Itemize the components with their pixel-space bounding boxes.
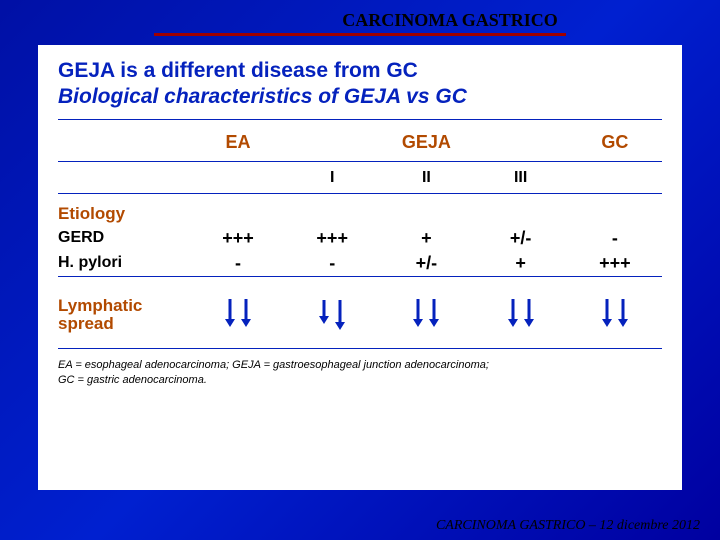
table-row: GERD +++ +++ + +/- - <box>58 226 662 251</box>
arrows-gc <box>568 283 662 349</box>
legend-line: GC = gastric adenocarcinoma. <box>58 373 662 387</box>
cell: +/- <box>379 251 473 277</box>
lymphatic-label: Lymphatic spread <box>58 283 191 349</box>
slide-top-title-wrap: CARCINOMA GASTRICO <box>0 0 720 36</box>
cell: - <box>568 226 662 251</box>
cell: + <box>379 226 473 251</box>
col-geja: GEJA <box>379 122 473 162</box>
lymphatic-row: Lymphatic spread <box>58 283 662 349</box>
cell: +/- <box>474 226 568 251</box>
col-gc: GC <box>568 122 662 162</box>
arrows-iii <box>474 283 568 349</box>
slide-footer: CARCINOMA GASTRICO – 12 dicembre 2012 <box>436 518 700 534</box>
table-header-row: EA GEJA GC <box>58 122 662 162</box>
cell: - <box>191 251 285 277</box>
content-panel: GEJA is a different disease from GC Biol… <box>38 45 682 490</box>
legend-line: EA = esophageal adenocarcinoma; GEJA = g… <box>58 358 662 372</box>
arrows-ea <box>191 283 285 349</box>
col-ii: II <box>379 163 473 194</box>
table-subheader-row: I II III <box>58 163 662 194</box>
row-gerd-label: GERD <box>58 226 191 251</box>
col-i: I <box>285 163 379 194</box>
lymphatic-text: Lymphatic spread <box>58 296 142 334</box>
table-row: H. pylori - - +/- + +++ <box>58 251 662 277</box>
slide-top-title: CARCINOMA GASTRICO <box>154 10 566 36</box>
heading-sub: Biological characteristics of GEJA vs GC <box>58 85 662 109</box>
cell: + <box>474 251 568 277</box>
arrows-ii <box>379 283 473 349</box>
cell: - <box>285 251 379 277</box>
arrows-i <box>285 283 379 349</box>
cell: +++ <box>285 226 379 251</box>
col-iii: III <box>474 163 568 194</box>
heading-main: GEJA is a different disease from GC <box>58 59 662 83</box>
col-ea: EA <box>191 122 285 162</box>
comparison-table: EA GEJA GC I II III Etiology GERD +++ ++… <box>58 119 662 350</box>
row-hpylori-label: H. pylori <box>58 251 191 277</box>
etiology-label: Etiology <box>58 196 662 226</box>
legend: EA = esophageal adenocarcinoma; GEJA = g… <box>58 358 662 387</box>
cell: +++ <box>191 226 285 251</box>
cell: +++ <box>568 251 662 277</box>
